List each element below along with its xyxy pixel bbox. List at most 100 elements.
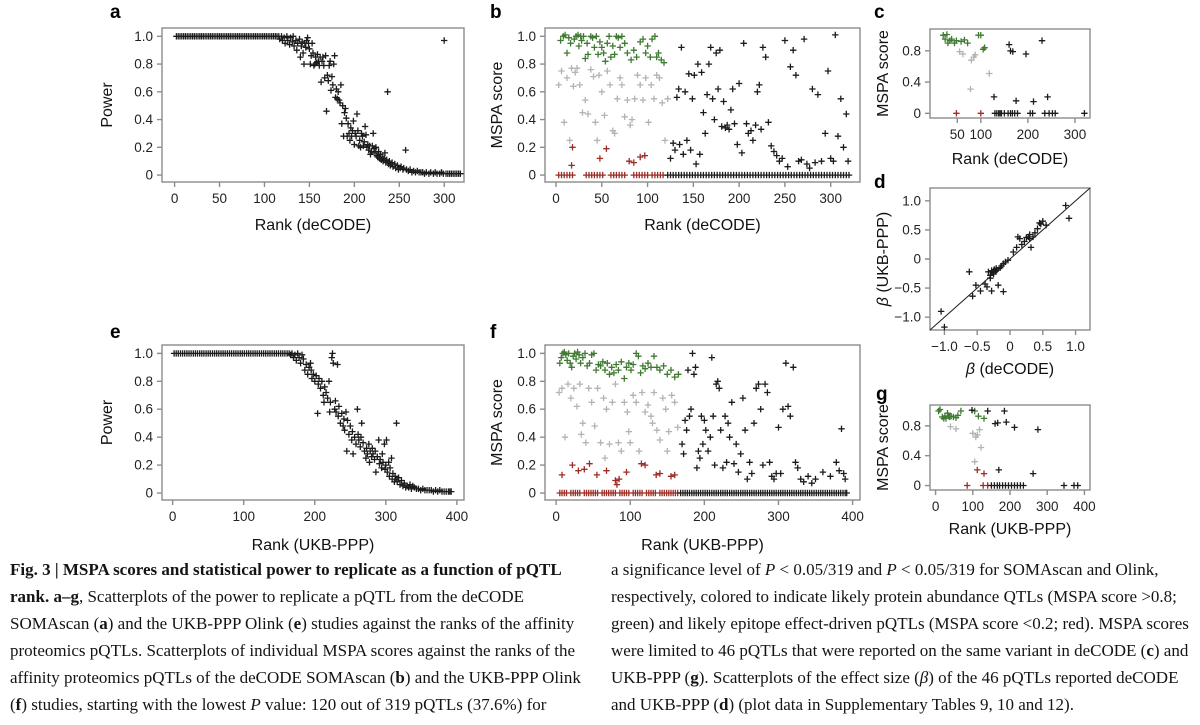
panel-f-label: f — [490, 322, 497, 343]
svg-text:200: 200 — [304, 509, 327, 524]
svg-text:100: 100 — [962, 499, 985, 514]
svg-text:0: 0 — [145, 486, 153, 501]
svg-text:250: 250 — [774, 191, 797, 206]
panel-d: d −1.0 −0.5 0 0.5 1.0 −1.0 −0.5 0 0.5 1.0 β (deCOD… — [872, 170, 1114, 382]
svg-text:−0.5: −0.5 — [964, 339, 991, 354]
svg-text:0.5: 0.5 — [902, 222, 921, 237]
svg-text:1.0: 1.0 — [902, 193, 921, 208]
svg-text:−1.0: −1.0 — [894, 310, 921, 325]
svg-text:0.2: 0.2 — [517, 140, 536, 155]
panel-f: f 0 100 200 300 400 0 0.2 0.4 0.6 0.8 1.0 Rank (UKB… — [486, 320, 870, 558]
svg-text:200: 200 — [999, 499, 1022, 514]
svg-text:0: 0 — [171, 191, 179, 206]
panel-e: e 0 100 200 300 400 0 0.2 0.4 0.6 0.8 1.0 Rank (UKB… — [96, 320, 488, 558]
svg-text:Rank (UKB-PPP): Rank (UKB-PPP) — [252, 537, 375, 554]
svg-text:300: 300 — [1064, 127, 1087, 142]
svg-text:0.8: 0.8 — [902, 43, 921, 58]
svg-text:Rank (deCODE): Rank (deCODE) — [255, 217, 371, 234]
svg-text:β (UKB-PPP): β (UKB-PPP) — [875, 212, 892, 307]
svg-text:0: 0 — [528, 168, 536, 183]
svg-text:200: 200 — [693, 509, 716, 524]
svg-text:1.0: 1.0 — [1066, 339, 1085, 354]
svg-text:0: 0 — [1006, 339, 1014, 354]
svg-text:0: 0 — [913, 252, 921, 267]
panel-e-label: e — [110, 322, 121, 343]
panel-b-label: b — [490, 2, 502, 23]
svg-text:0.5: 0.5 — [1033, 339, 1052, 354]
svg-text:100: 100 — [970, 127, 993, 142]
panel-g-chart: 0 100 200 300 400 0 0.4 0.8 Rank (UKB-PPP) MSPA s… — [875, 404, 1096, 538]
svg-text:100: 100 — [232, 509, 255, 524]
panel-c-label: c — [874, 2, 885, 23]
svg-text:0.6: 0.6 — [517, 84, 536, 99]
svg-text:Rank (deCODE): Rank (deCODE) — [952, 151, 1068, 168]
svg-text:100: 100 — [619, 509, 642, 524]
svg-text:150: 150 — [298, 191, 321, 206]
svg-text:50: 50 — [212, 191, 227, 206]
svg-text:300: 300 — [433, 191, 456, 206]
svg-text:1.0: 1.0 — [517, 346, 536, 361]
svg-text:0: 0 — [552, 509, 560, 524]
panel-f-chart: 0 100 200 300 400 0 0.2 0.4 0.6 0.8 1.0 Rank (UKB-P… — [489, 344, 864, 554]
svg-text:400: 400 — [1073, 499, 1096, 514]
panel-c-chart: 50 100 200 300 0 0.4 0.8 Rank (deCODE) MSPA scor… — [875, 28, 1091, 168]
svg-text:0.4: 0.4 — [902, 75, 921, 90]
svg-text:1.0: 1.0 — [517, 29, 536, 44]
panel-a-chart: 0 50 100 150 200 250 300 0 0.2 0.4 0.6 0.8 1.0 Rank (… — [99, 27, 465, 234]
svg-text:0: 0 — [145, 168, 153, 183]
panel-b-chart: 0 50 100 150 200 250 300 0 0.2 0.4 0.6 0.8 1.0 Rank (… — [489, 27, 861, 234]
panel-e-chart: 0 100 200 300 400 0 0.2 0.4 0.6 0.8 1.0 Rank (UKB-P… — [99, 344, 469, 554]
svg-text:0.4: 0.4 — [902, 448, 921, 463]
svg-text:0.2: 0.2 — [134, 458, 153, 473]
panel-b: b 0 50 100 150 200 250 300 0 0.2 0.4 0.6 0.8 1.0 Rank… — [486, 0, 870, 238]
svg-text:100: 100 — [253, 191, 276, 206]
svg-text:50: 50 — [950, 127, 965, 142]
svg-text:400: 400 — [446, 509, 469, 524]
svg-text:0: 0 — [169, 509, 177, 524]
svg-text:0.2: 0.2 — [134, 140, 153, 155]
svg-text:0.4: 0.4 — [517, 430, 536, 445]
svg-text:Power: Power — [99, 82, 116, 128]
svg-text:200: 200 — [728, 191, 751, 206]
svg-text:300: 300 — [767, 509, 790, 524]
svg-text:0: 0 — [932, 499, 940, 514]
svg-text:0: 0 — [552, 191, 560, 206]
svg-text:0.8: 0.8 — [517, 374, 536, 389]
svg-text:1.0: 1.0 — [134, 29, 153, 44]
svg-text:0: 0 — [913, 106, 921, 121]
svg-text:0: 0 — [528, 486, 536, 501]
svg-text:200: 200 — [343, 191, 366, 206]
svg-text:0.2: 0.2 — [517, 458, 536, 473]
svg-text:0.8: 0.8 — [902, 418, 921, 433]
svg-text:50: 50 — [594, 191, 609, 206]
panel-d-chart: −1.0 −0.5 0 0.5 1.0 −1.0 −0.5 0 0.5 1.0 β (deCODE)… — [875, 187, 1091, 378]
svg-text:0.4: 0.4 — [134, 430, 153, 445]
panel-a: a 0 50 100 150 200 250 300 0 0.2 0.4 0.6 0.8 1.0 Rank… — [96, 0, 488, 238]
svg-text:150: 150 — [682, 191, 705, 206]
svg-text:−1.0: −1.0 — [931, 339, 958, 354]
svg-text:300: 300 — [1036, 499, 1059, 514]
panel-d-label: d — [874, 172, 886, 193]
svg-text:MSPA score: MSPA score — [489, 379, 506, 466]
svg-text:300: 300 — [375, 509, 398, 524]
svg-text:250: 250 — [388, 191, 411, 206]
svg-text:−0.5: −0.5 — [894, 281, 921, 296]
panel-g-label: g — [876, 384, 888, 405]
caption-right-column: a significance level of P < 0.05/319 and… — [611, 560, 1189, 714]
svg-text:100: 100 — [636, 191, 659, 206]
svg-text:0.8: 0.8 — [134, 57, 153, 72]
svg-text:0.4: 0.4 — [134, 112, 153, 127]
svg-text:Power: Power — [99, 399, 116, 445]
svg-text:Rank (UKB-PPP): Rank (UKB-PPP) — [949, 521, 1072, 538]
svg-text:0.6: 0.6 — [134, 402, 153, 417]
svg-text:Rank (UKB-PPP): Rank (UKB-PPP) — [641, 537, 764, 554]
svg-text:0.8: 0.8 — [134, 374, 153, 389]
panel-a-label: a — [110, 2, 121, 23]
svg-text:0.8: 0.8 — [517, 57, 536, 72]
panel-c: c 50 100 200 300 0 0.4 0.8 Rank (deCODE) MSPA sc… — [872, 0, 1114, 172]
svg-text:Rank (deCODE): Rank (deCODE) — [644, 217, 760, 234]
svg-text:MSPA score: MSPA score — [875, 404, 892, 491]
caption-left-column: Fig. 3 | MSPA scores and statistical pow… — [10, 560, 581, 725]
svg-text:MSPA score: MSPA score — [875, 30, 892, 117]
